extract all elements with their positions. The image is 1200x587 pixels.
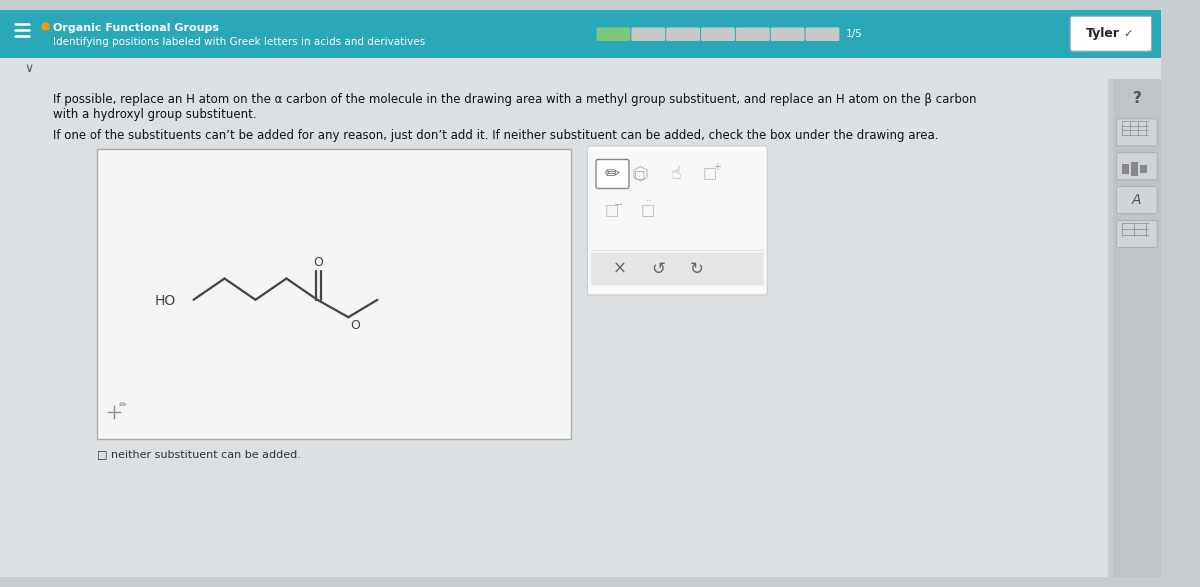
Text: If possible, replace an H atom on the α carbon of the molecule in the drawing ar: If possible, replace an H atom on the α … xyxy=(53,93,977,106)
Bar xyxy=(1140,166,1147,173)
Text: 1/5: 1/5 xyxy=(846,29,863,39)
Bar xyxy=(0,9,1162,58)
Text: If one of the substituents can’t be added for any reason, just don’t add it. If : If one of the substituents can’t be adde… xyxy=(53,130,938,143)
Text: ?: ? xyxy=(1133,91,1141,106)
Bar xyxy=(97,149,571,439)
Text: ✓: ✓ xyxy=(1123,29,1133,39)
FancyBboxPatch shape xyxy=(1070,16,1152,51)
Text: Organic Functional Groups: Organic Functional Groups xyxy=(53,23,220,33)
Text: ☝: ☝ xyxy=(671,165,682,183)
FancyBboxPatch shape xyxy=(587,146,767,295)
Text: Identifying positions labeled with Greek letters in acids and derivatives: Identifying positions labeled with Greek… xyxy=(53,36,426,46)
Text: +: + xyxy=(713,162,721,172)
Bar xyxy=(0,58,1162,79)
FancyBboxPatch shape xyxy=(736,28,769,41)
Text: ◻: ◻ xyxy=(634,167,646,181)
Text: HO: HO xyxy=(155,294,176,308)
Text: O: O xyxy=(313,256,323,269)
Bar xyxy=(1122,164,1129,174)
Text: O: O xyxy=(350,319,360,332)
FancyBboxPatch shape xyxy=(666,28,700,41)
Text: ×: × xyxy=(612,260,626,278)
FancyBboxPatch shape xyxy=(1117,153,1157,180)
Text: ✏: ✏ xyxy=(119,400,127,410)
Bar xyxy=(0,79,1108,578)
FancyBboxPatch shape xyxy=(1117,119,1157,146)
FancyBboxPatch shape xyxy=(1117,187,1157,214)
Text: ✏: ✏ xyxy=(605,165,620,183)
FancyBboxPatch shape xyxy=(701,28,734,41)
FancyBboxPatch shape xyxy=(1117,221,1157,248)
Text: □: □ xyxy=(641,203,655,218)
Text: ∨: ∨ xyxy=(24,62,34,75)
FancyBboxPatch shape xyxy=(805,28,840,41)
Bar xyxy=(1132,162,1138,177)
Text: −: − xyxy=(613,200,623,210)
FancyBboxPatch shape xyxy=(770,28,804,41)
Text: □: □ xyxy=(605,203,619,218)
FancyBboxPatch shape xyxy=(596,160,629,188)
Text: □: □ xyxy=(703,167,718,181)
FancyBboxPatch shape xyxy=(592,252,763,285)
Text: A: A xyxy=(1133,193,1141,207)
Text: □ neither substituent can be added.: □ neither substituent can be added. xyxy=(97,449,301,459)
Text: Tyler: Tyler xyxy=(1086,27,1120,40)
Bar xyxy=(0,79,1162,578)
FancyBboxPatch shape xyxy=(596,28,630,41)
Text: ↺: ↺ xyxy=(652,260,665,278)
Text: ¨: ¨ xyxy=(646,200,652,210)
Text: ↻: ↻ xyxy=(690,260,703,278)
Bar xyxy=(1112,79,1162,578)
Text: with a hydroxyl group substituent.: with a hydroxyl group substituent. xyxy=(53,108,257,121)
FancyBboxPatch shape xyxy=(631,28,665,41)
Text: ⬡: ⬡ xyxy=(631,164,648,184)
